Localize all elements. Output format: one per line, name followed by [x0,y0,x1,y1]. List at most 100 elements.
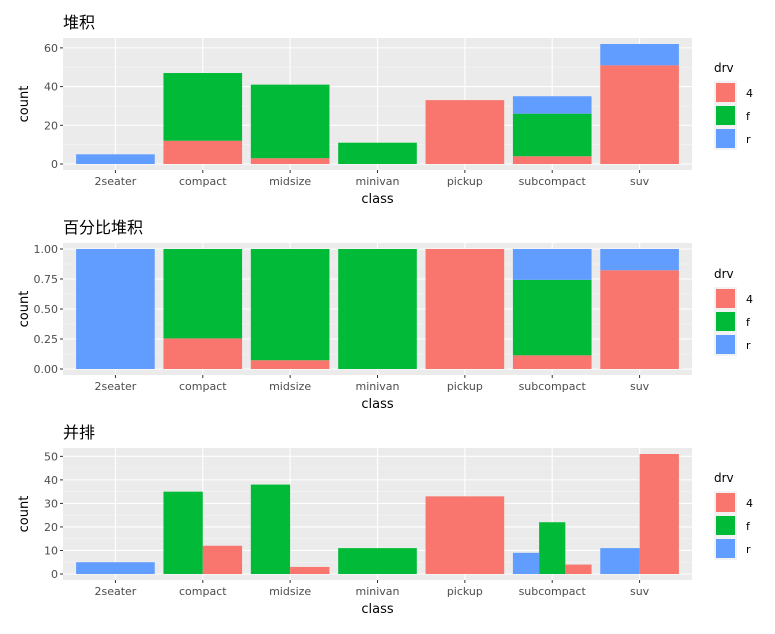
chart-title: 并排 [63,423,95,442]
chart-panel-3: 并排 0 10 20 30 40 50 2seater compact midsize miniva… [17,423,753,617]
bar-subcompact-4 [512,156,592,164]
y-tick-label: 10 [44,544,58,557]
bar-midsize-4 [250,360,330,369]
bar-pickup-4 [425,249,505,369]
x-tick-label: suv [630,380,650,393]
bar-subcompact-r [512,552,540,574]
chart-panel-2: 百分比堆积 0.00 0.25 0.50 0.75 1.00 2seater compact m… [17,218,753,412]
y-axis-label: count [17,86,32,123]
y-tick-label: 20 [44,119,58,132]
x-tick-label: compact [179,380,227,393]
y-tick-label: 1.00 [34,243,59,256]
legend-title: drv [714,61,734,75]
legend: drv 4 fr [714,267,753,356]
bar-subcompact-r [512,96,592,114]
bar-subcompact-r [512,249,592,280]
bar-minivan-f [338,548,417,574]
legend-label-4: 4 [746,293,753,306]
chart-panel-1: 堆积 0 20 40 60 2seater compact midsize minivan pic… [17,13,753,207]
y-axis-label: count [17,496,32,533]
bar-compact-4 [202,545,243,574]
bar-2seater-r [76,562,155,574]
x-tick-label: midsize [269,585,311,598]
x-tick-label: midsize [269,175,311,188]
bar-midsize-f [250,484,291,574]
bar-suv-4 [600,270,679,369]
y-tick-label: 50 [44,450,58,463]
legend-key-f [716,312,735,331]
bars [76,44,679,164]
bar-compact-4 [163,338,243,369]
y-tick-label: 0.50 [34,303,59,316]
legend: drv 4 fr [714,471,753,560]
legend-title: drv [714,267,734,281]
x-tick-label: subcompact [519,380,587,393]
legend-key-r [716,539,735,558]
bar-compact-4 [163,140,243,164]
y-tick-label: 0.25 [34,333,59,346]
x-tick-label: 2seater [94,380,136,393]
legend-label-4: 4 [746,497,753,510]
legend-key-r [716,335,735,354]
bar-compact-f [163,249,243,339]
y-tick-label: 40 [44,474,58,487]
x-tick-label: compact [179,175,227,188]
bar-subcompact-f [512,113,592,157]
y-tick-label: 0 [51,568,58,581]
legend-label-r: r [746,133,751,146]
legend-label-f: f [746,520,751,533]
chart-title: 堆积 [63,13,95,32]
x-tick-label: 2seater [94,175,136,188]
x-tick-label: subcompact [519,585,587,598]
x-tick-label: midsize [269,380,311,393]
bar-suv-r [600,548,640,574]
y-tick-label: 40 [44,81,58,94]
bar-pickup-4 [425,100,505,164]
legend-label-f: f [746,110,751,123]
x-axis-label: class [361,602,393,617]
x-tick-label: minivan [355,380,399,393]
x-tick-label: suv [630,585,650,598]
y-tick-label: 0.75 [34,273,59,286]
x-axis-label: class [361,397,393,412]
legend-label-r: r [746,339,751,352]
y-tick-label: 60 [44,42,58,55]
legend-label-r: r [746,543,751,556]
bar-pickup-4 [425,496,505,574]
bar-compact-f [163,73,243,141]
legend-label-f: f [746,316,751,329]
bar-2seater-r [76,249,155,369]
bar-midsize-4 [290,566,330,574]
bars [76,454,679,574]
bar-suv-r [600,249,679,271]
chart-title: 百分比堆积 [63,218,143,237]
bar-subcompact-f [539,522,566,574]
bar-midsize-4 [250,158,330,164]
bar-minivan-f [338,249,417,369]
bar-2seater-r [76,154,155,164]
x-tick-label: subcompact [519,175,587,188]
bar-subcompact-f [512,279,592,356]
x-tick-label: compact [179,585,227,598]
bar-subcompact-4 [565,564,592,574]
legend-key-4 [716,493,735,512]
bar-subcompact-4 [512,355,592,369]
x-tick-label: 2seater [94,585,136,598]
x-axis-label: class [361,192,393,207]
bar-compact-f [163,491,203,574]
x-tick-label: minivan [355,175,399,188]
bar-suv-r [600,44,679,66]
y-tick-label: 0.00 [34,363,59,376]
bar-suv-4 [639,454,679,574]
legend-key-4 [716,289,735,308]
legend-label-4: 4 [746,87,753,100]
y-tick-label: 20 [44,521,58,534]
legend: drv 4 fr [714,61,753,150]
legend-key-f [716,106,735,125]
bar-midsize-f [250,249,330,361]
x-tick-label: pickup [447,380,483,393]
bar-minivan-f [338,142,417,164]
legend-key-f [716,516,735,535]
bars [76,249,679,369]
